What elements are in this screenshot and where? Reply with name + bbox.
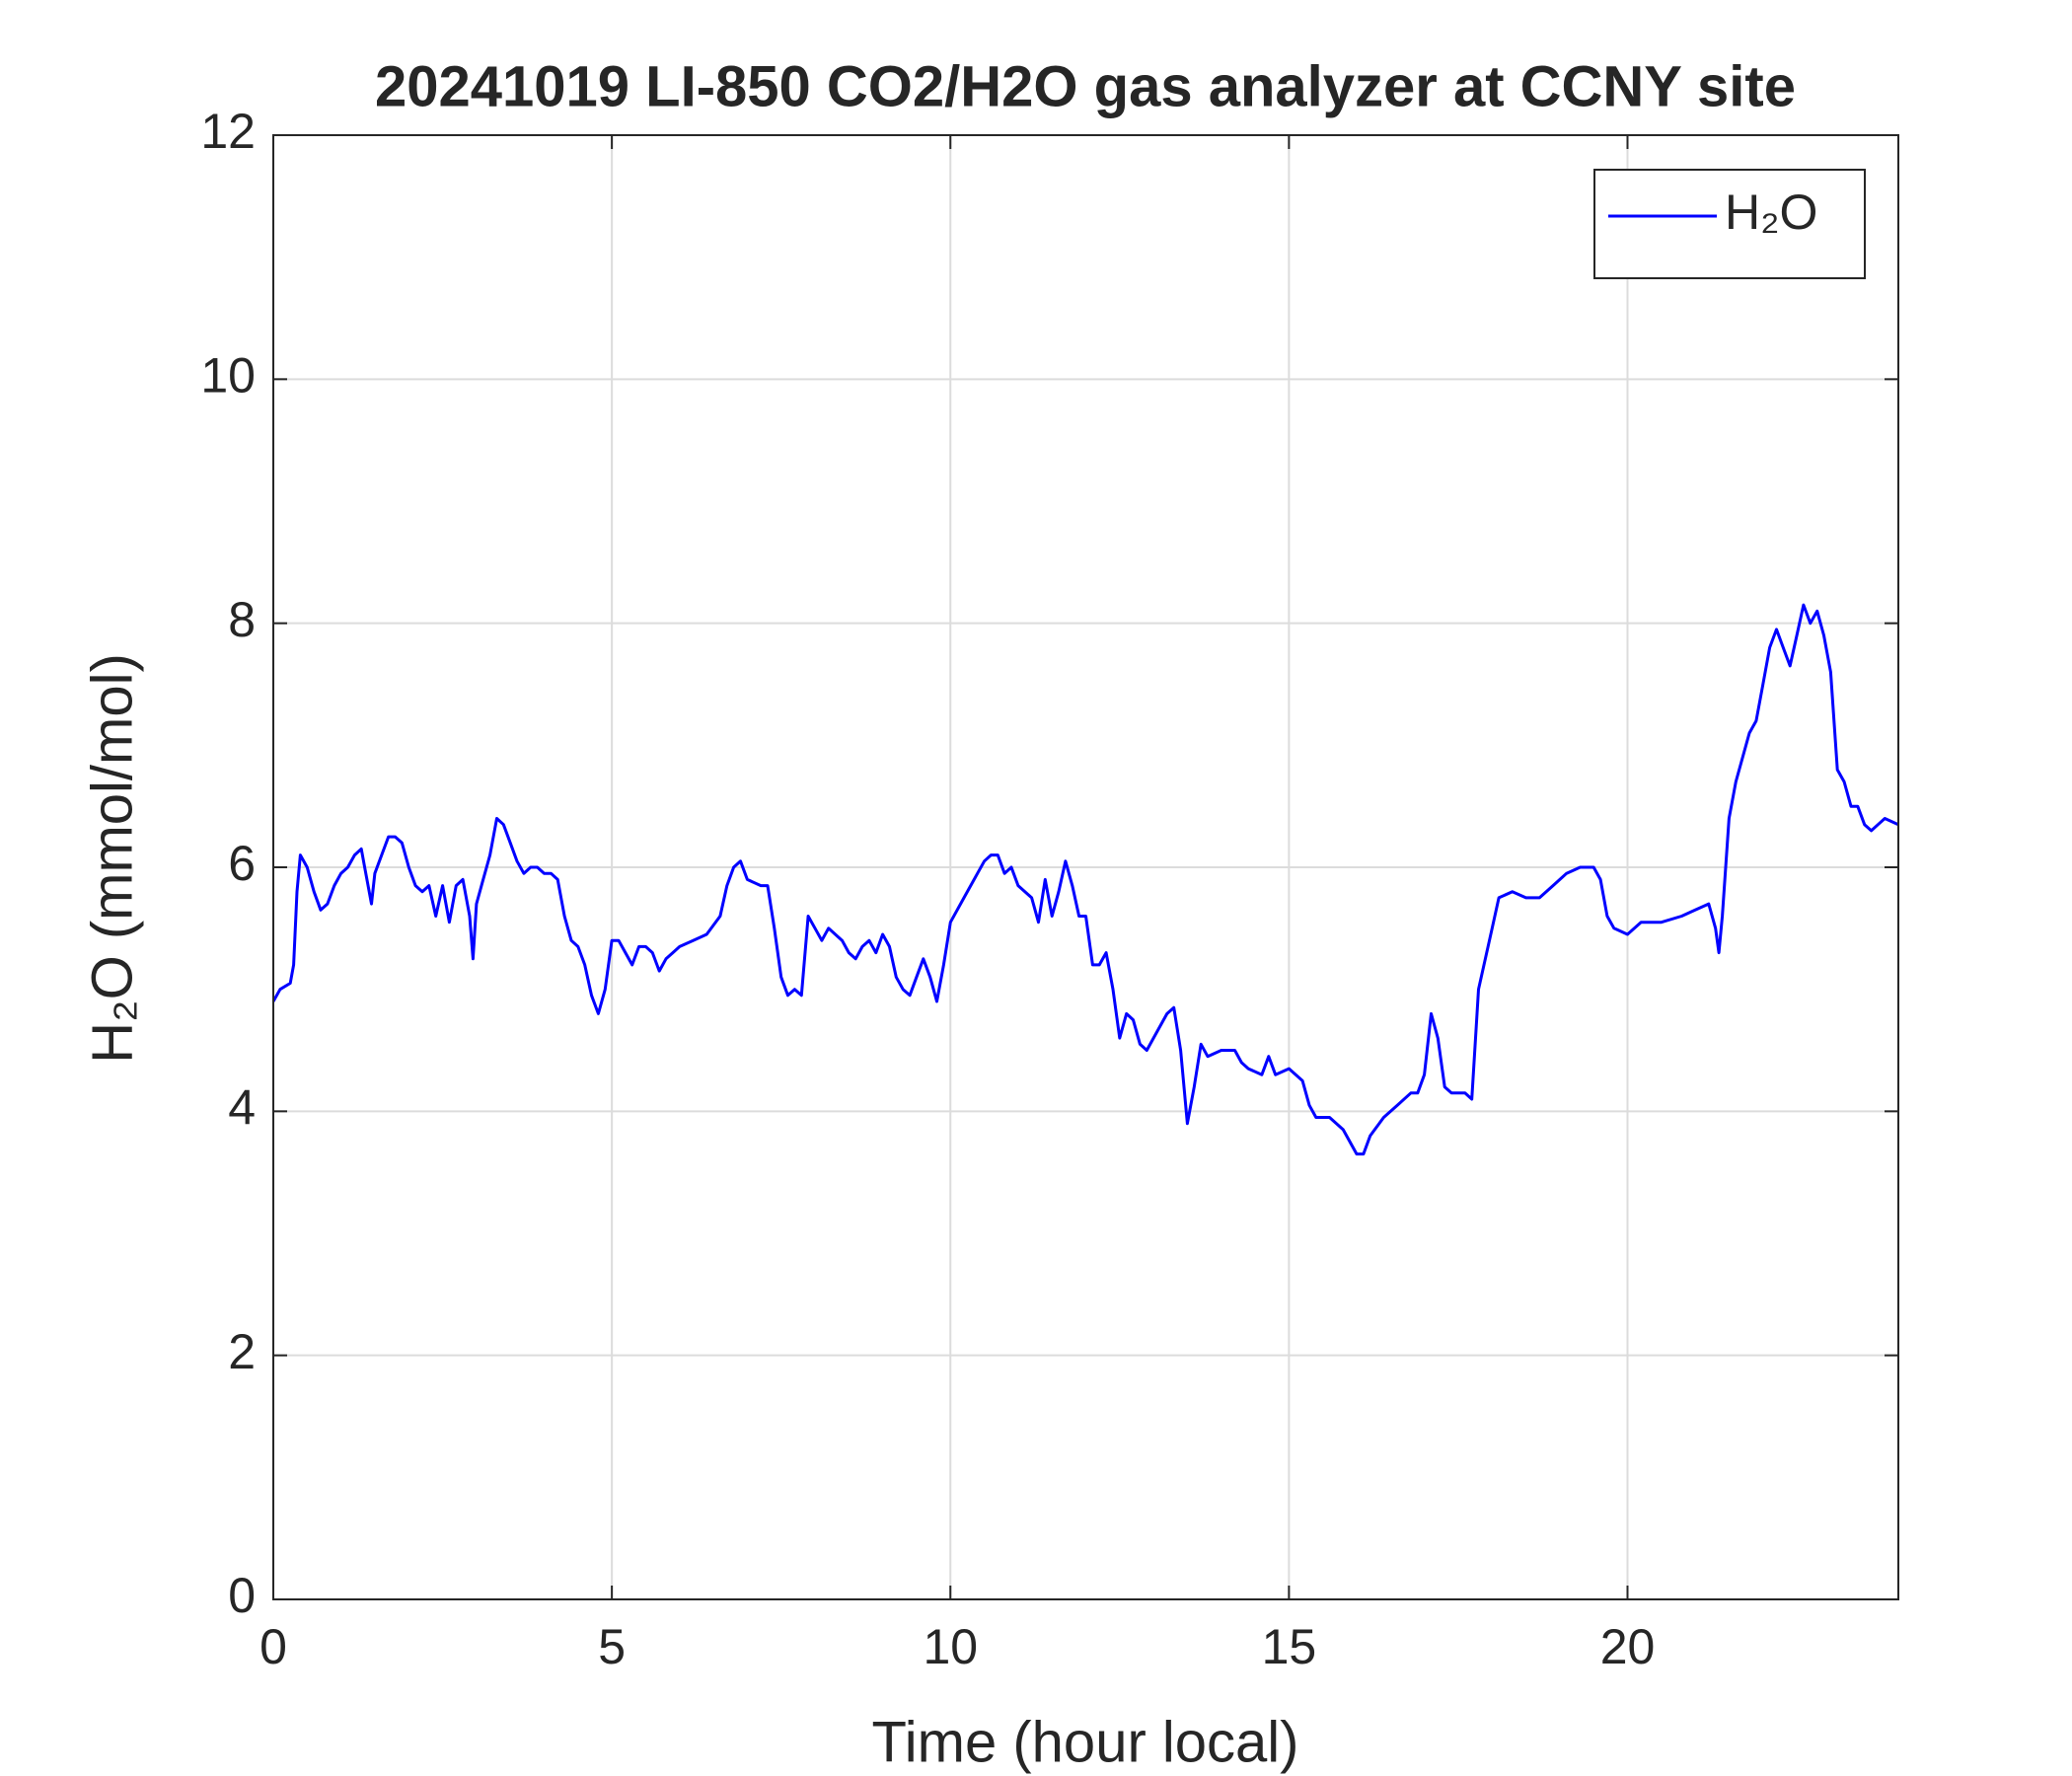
x-tick-label: 10 [923,1619,978,1674]
y-axis-label: H₂O (mmol/mol) [80,653,144,1064]
chart-title: 20241019 LI-850 CO2/H2O gas analyzer at … [375,54,1796,118]
x-tick-label: 5 [598,1619,626,1674]
y-tick-label: 0 [228,1568,256,1623]
y-tick-label: 10 [200,348,256,404]
x-tick-label: 20 [1600,1619,1656,1674]
y-tick-label: 2 [228,1324,256,1379]
plot-frame [272,134,1899,1600]
y-tick-label: 6 [228,836,256,891]
x-tick-label: 15 [1262,1619,1317,1674]
x-tick-label: 0 [259,1619,287,1674]
x-axis-label: Time (hour local) [872,1710,1299,1774]
y-tick-label: 8 [228,592,256,647]
y-tick-label: 12 [200,104,256,159]
legend-label: H₂O [1725,185,1817,240]
data-line [271,603,1899,1156]
y-tick-label: 4 [228,1080,256,1136]
legend-box [1593,169,1866,279]
